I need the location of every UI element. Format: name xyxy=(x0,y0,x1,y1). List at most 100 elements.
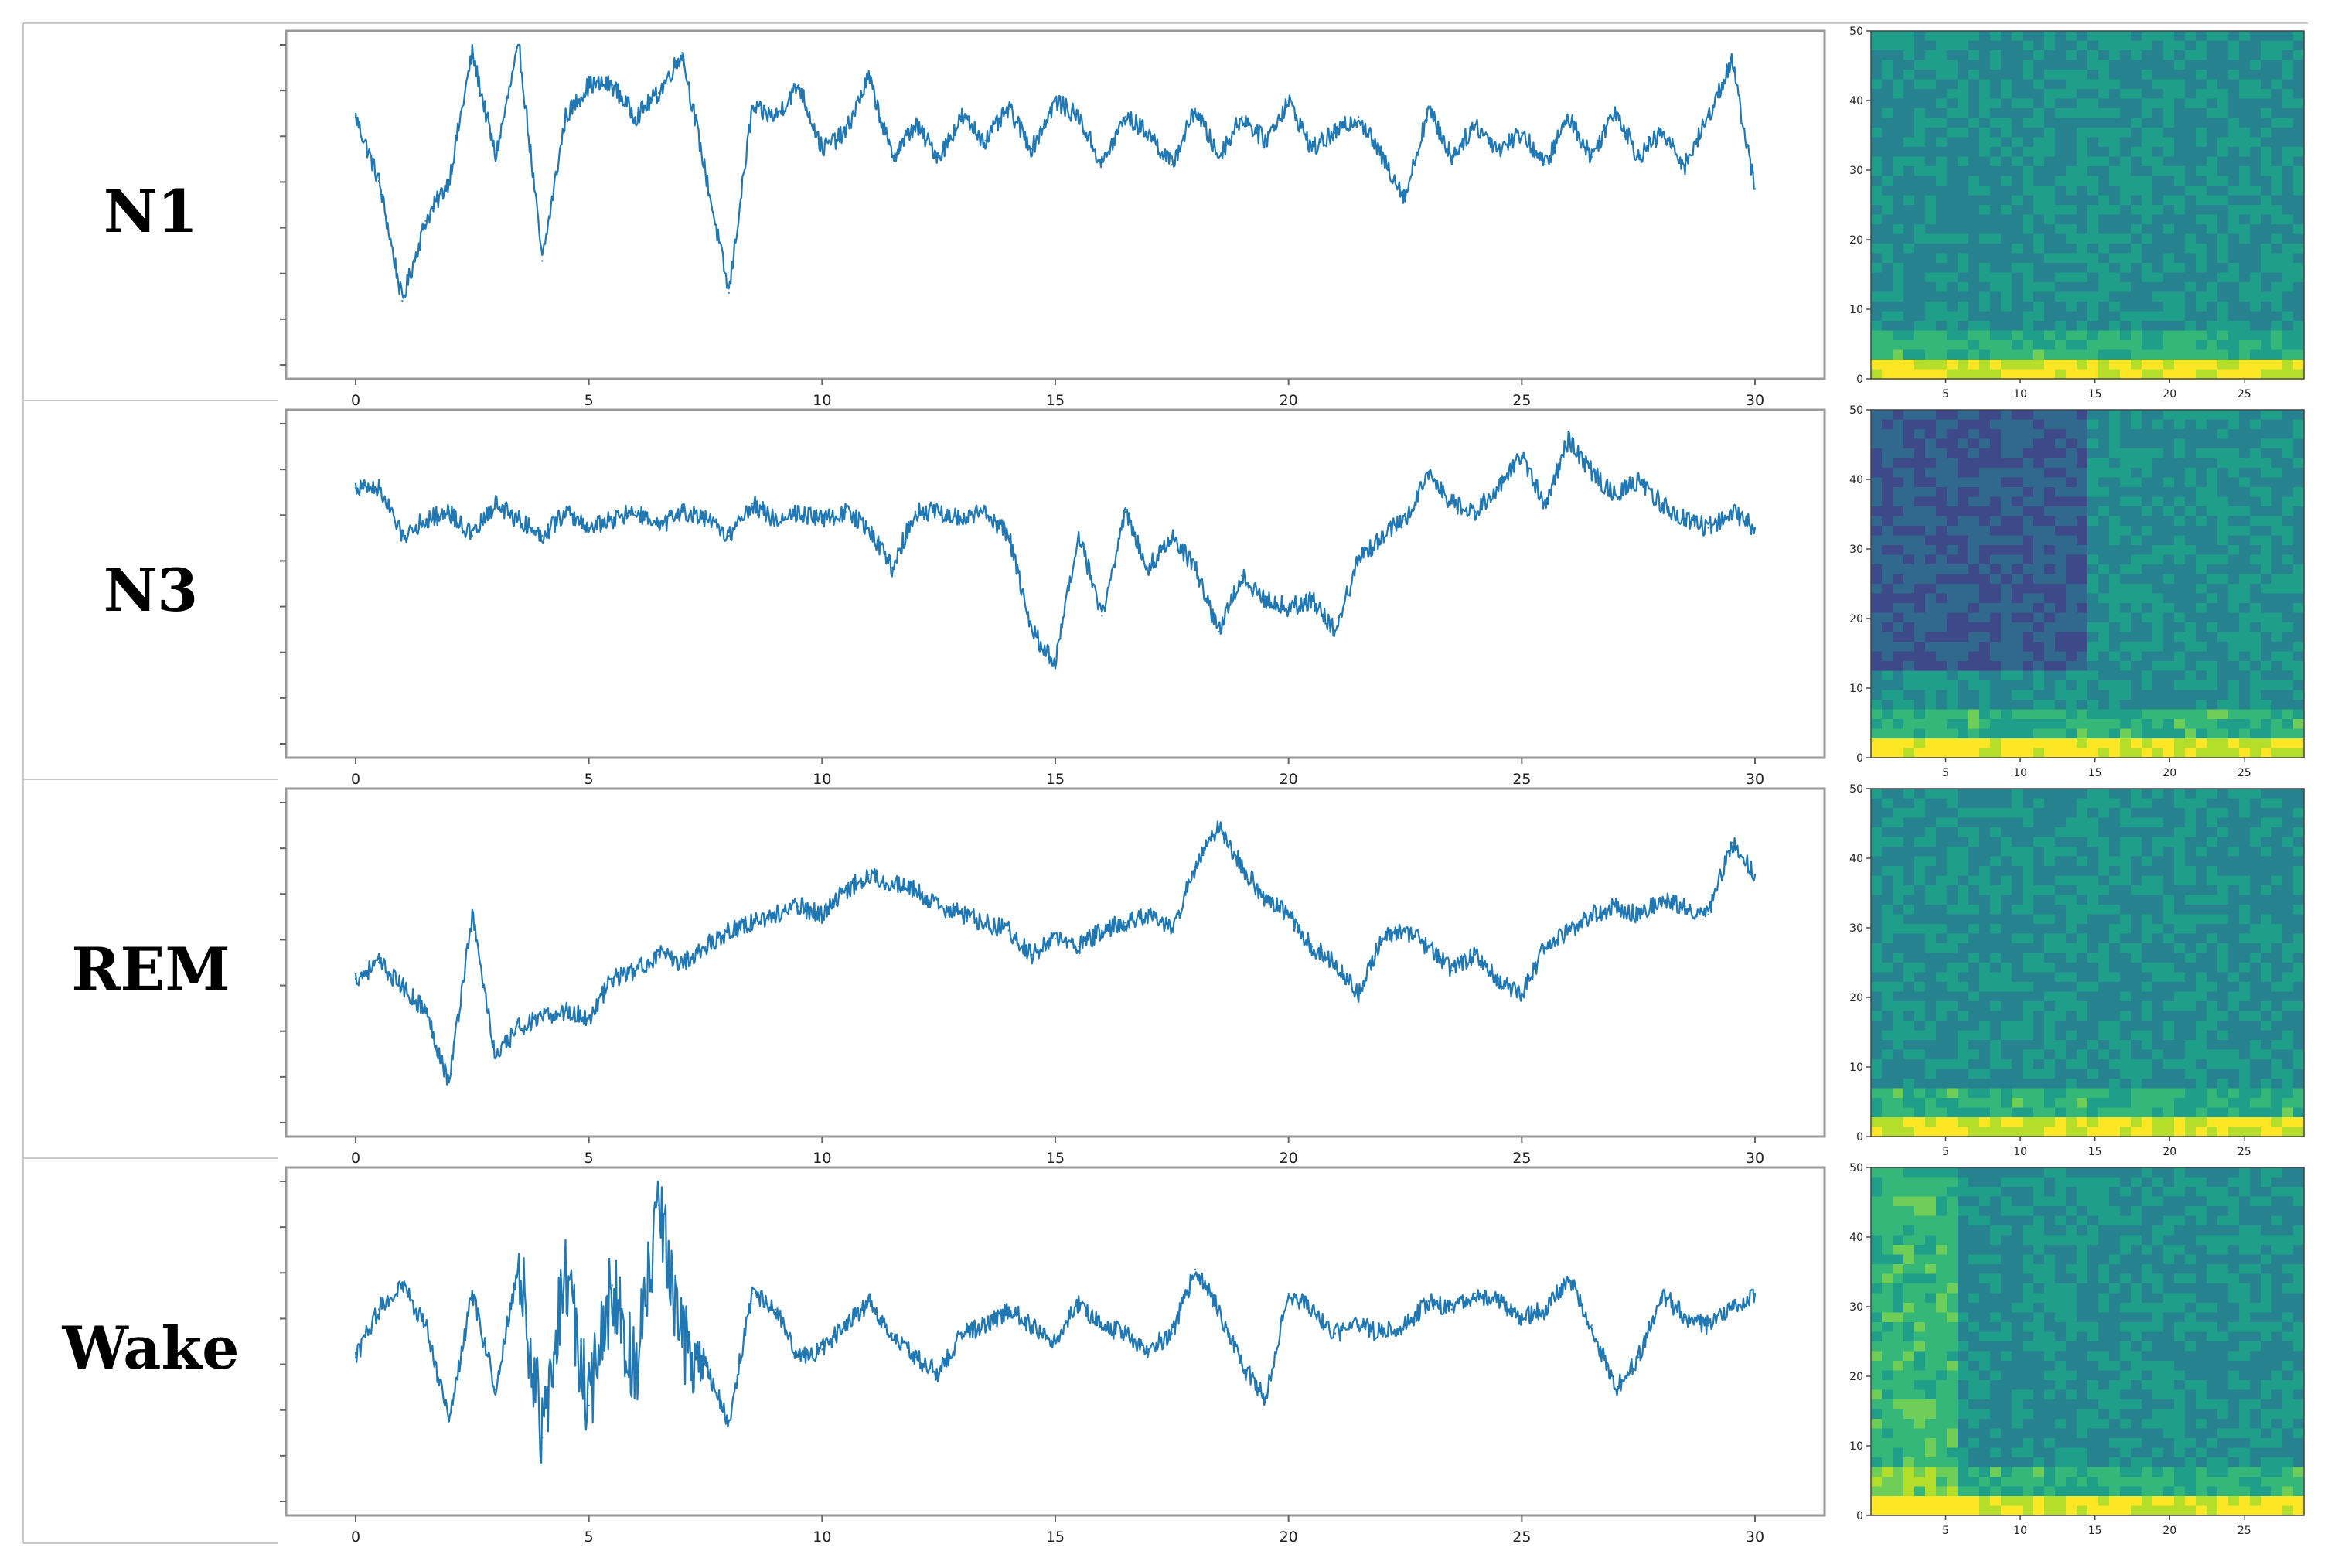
spectrogram-cell xyxy=(1947,156,1958,167)
spectrogram-cell xyxy=(2239,1196,2251,1207)
spectrogram-cell xyxy=(2142,748,2153,758)
spectrogram-cell xyxy=(2250,263,2261,274)
spectrogram-cell xyxy=(2207,321,2218,332)
spectrogram-cell xyxy=(2207,895,2218,905)
spectrogram-cell xyxy=(2142,1177,2153,1188)
spectrogram-cell xyxy=(2163,253,2175,264)
spectrogram-cell xyxy=(2185,1107,2196,1118)
spectrogram-cell xyxy=(2217,214,2229,225)
spectrogram-cell xyxy=(1958,953,1969,963)
spectrogram-cell xyxy=(2131,690,2142,700)
spectrogram-cell xyxy=(2207,972,2218,983)
spectrogram-cell xyxy=(2239,1127,2251,1137)
spectrogram-cell xyxy=(2152,738,2164,749)
spectrogram-cell xyxy=(2044,214,2056,225)
spectrogram-cell xyxy=(1925,147,1937,158)
spectrogram-cell xyxy=(2023,205,2034,216)
spectrogram-cell xyxy=(1882,651,1893,662)
spectrogram-cell xyxy=(1871,349,1883,360)
spectrogram-cell xyxy=(2174,593,2186,604)
spectrogram-cell xyxy=(2001,924,2012,935)
spectrogram-cell xyxy=(2239,176,2251,186)
spectrogram-cell xyxy=(1947,272,1958,283)
spectrogram-cell xyxy=(1936,263,1948,274)
spectrogram-cell xyxy=(2131,1098,2142,1109)
spectrogram-cell xyxy=(2174,214,2186,225)
spectrogram-cell xyxy=(2055,369,2067,380)
x-tick-label: 5 xyxy=(584,771,594,788)
spectrogram-cell xyxy=(1979,321,1991,332)
data-point xyxy=(704,519,707,521)
spectrogram-cell xyxy=(2077,1206,2088,1217)
spectrogram-cell xyxy=(2174,458,2186,469)
spectrogram-cell xyxy=(1979,1088,1991,1099)
spectrogram-cell xyxy=(1903,166,1915,177)
spectrogram-cell xyxy=(2055,789,2067,799)
spectrogram-cell xyxy=(2066,1117,2077,1128)
spectrogram-cell xyxy=(1990,108,2002,119)
spectrogram-cell xyxy=(2077,263,2088,274)
spectrogram-cell xyxy=(1968,963,1980,973)
spectrogram-cell xyxy=(2066,98,2077,109)
spectrogram-cell xyxy=(1979,496,1991,507)
spectrogram-cell xyxy=(2207,545,2218,556)
spectrogram-cell xyxy=(2293,302,2305,312)
spectrogram-cell xyxy=(2282,905,2294,915)
spectrogram-cell xyxy=(1979,263,1991,274)
spectrogram-cell xyxy=(2250,933,2261,944)
spectrogram-frame xyxy=(1870,788,2305,1137)
spectrogram-cell xyxy=(2228,302,2240,312)
spectrogram-cell xyxy=(1903,506,1915,517)
spectrogram-cell xyxy=(2163,972,2175,983)
spectrogram-cell xyxy=(2207,40,2218,51)
spectrogram-cell xyxy=(1871,137,1883,148)
spectrogram-cell xyxy=(2087,1069,2099,1079)
spectrogram-cell xyxy=(2120,477,2132,488)
spectrogram-cell xyxy=(1947,719,1958,730)
spectrogram-cell xyxy=(1979,1040,1991,1051)
spectrogram-cell xyxy=(2196,642,2207,653)
spectrogram-cell xyxy=(2282,1206,2294,1217)
spectrogram-cell xyxy=(2282,468,2294,479)
spectrogram-cell xyxy=(2152,438,2164,449)
spectrogram-cell xyxy=(2228,458,2240,469)
spectrogram-cell xyxy=(2131,340,2142,351)
spectrogram-cell xyxy=(2109,1079,2121,1089)
spectrogram-cell xyxy=(2077,311,2088,322)
spectrogram-cell xyxy=(1871,224,1883,235)
spectrogram-cell xyxy=(1882,98,1893,109)
spectrogram-cell xyxy=(1871,253,1883,264)
spectrogram-cell xyxy=(2142,1069,2153,1079)
spectrogram-cell xyxy=(2098,1049,2110,1060)
spectrogram-cell xyxy=(2055,1187,2067,1198)
spectrogram-cell xyxy=(1936,709,1948,720)
spectrogram-cell xyxy=(2163,118,2175,128)
spectrogram-cell xyxy=(1990,554,2002,565)
spectrogram-cell xyxy=(2109,924,2121,935)
spectrogram-cell xyxy=(1882,603,1893,614)
spectrogram-cell xyxy=(2066,603,2077,614)
data-point xyxy=(961,1332,963,1335)
spectrogram-cell xyxy=(1958,789,1969,799)
data-point xyxy=(681,1340,683,1343)
spectrogram-cell xyxy=(1936,1167,1948,1178)
spectrogram-cell xyxy=(1979,719,1991,730)
spectrogram-cell xyxy=(2174,603,2186,614)
spectrogram-cell xyxy=(2087,108,2099,119)
spectrogram-cell xyxy=(1925,458,1937,469)
spectrogram-cell xyxy=(2033,302,2045,312)
spectrogram-cell xyxy=(1990,410,2002,421)
spectrogram-cell xyxy=(2098,1167,2110,1178)
spectrogram-cell xyxy=(2282,60,2294,70)
spectrogram-cell xyxy=(2066,680,2077,691)
data-point xyxy=(401,1284,404,1287)
spectrogram-cell xyxy=(2174,991,2186,1002)
spectrogram-cell xyxy=(2228,914,2240,925)
spectrogram-cell xyxy=(2001,176,2012,186)
data-point xyxy=(1614,494,1617,497)
spectrogram-cell xyxy=(2023,895,2034,905)
spectrogram-cell xyxy=(2044,856,2056,867)
spectrogram-cell xyxy=(2077,233,2088,244)
spectrogram-cell xyxy=(2087,233,2099,244)
spectrogram-cell xyxy=(1871,603,1883,614)
